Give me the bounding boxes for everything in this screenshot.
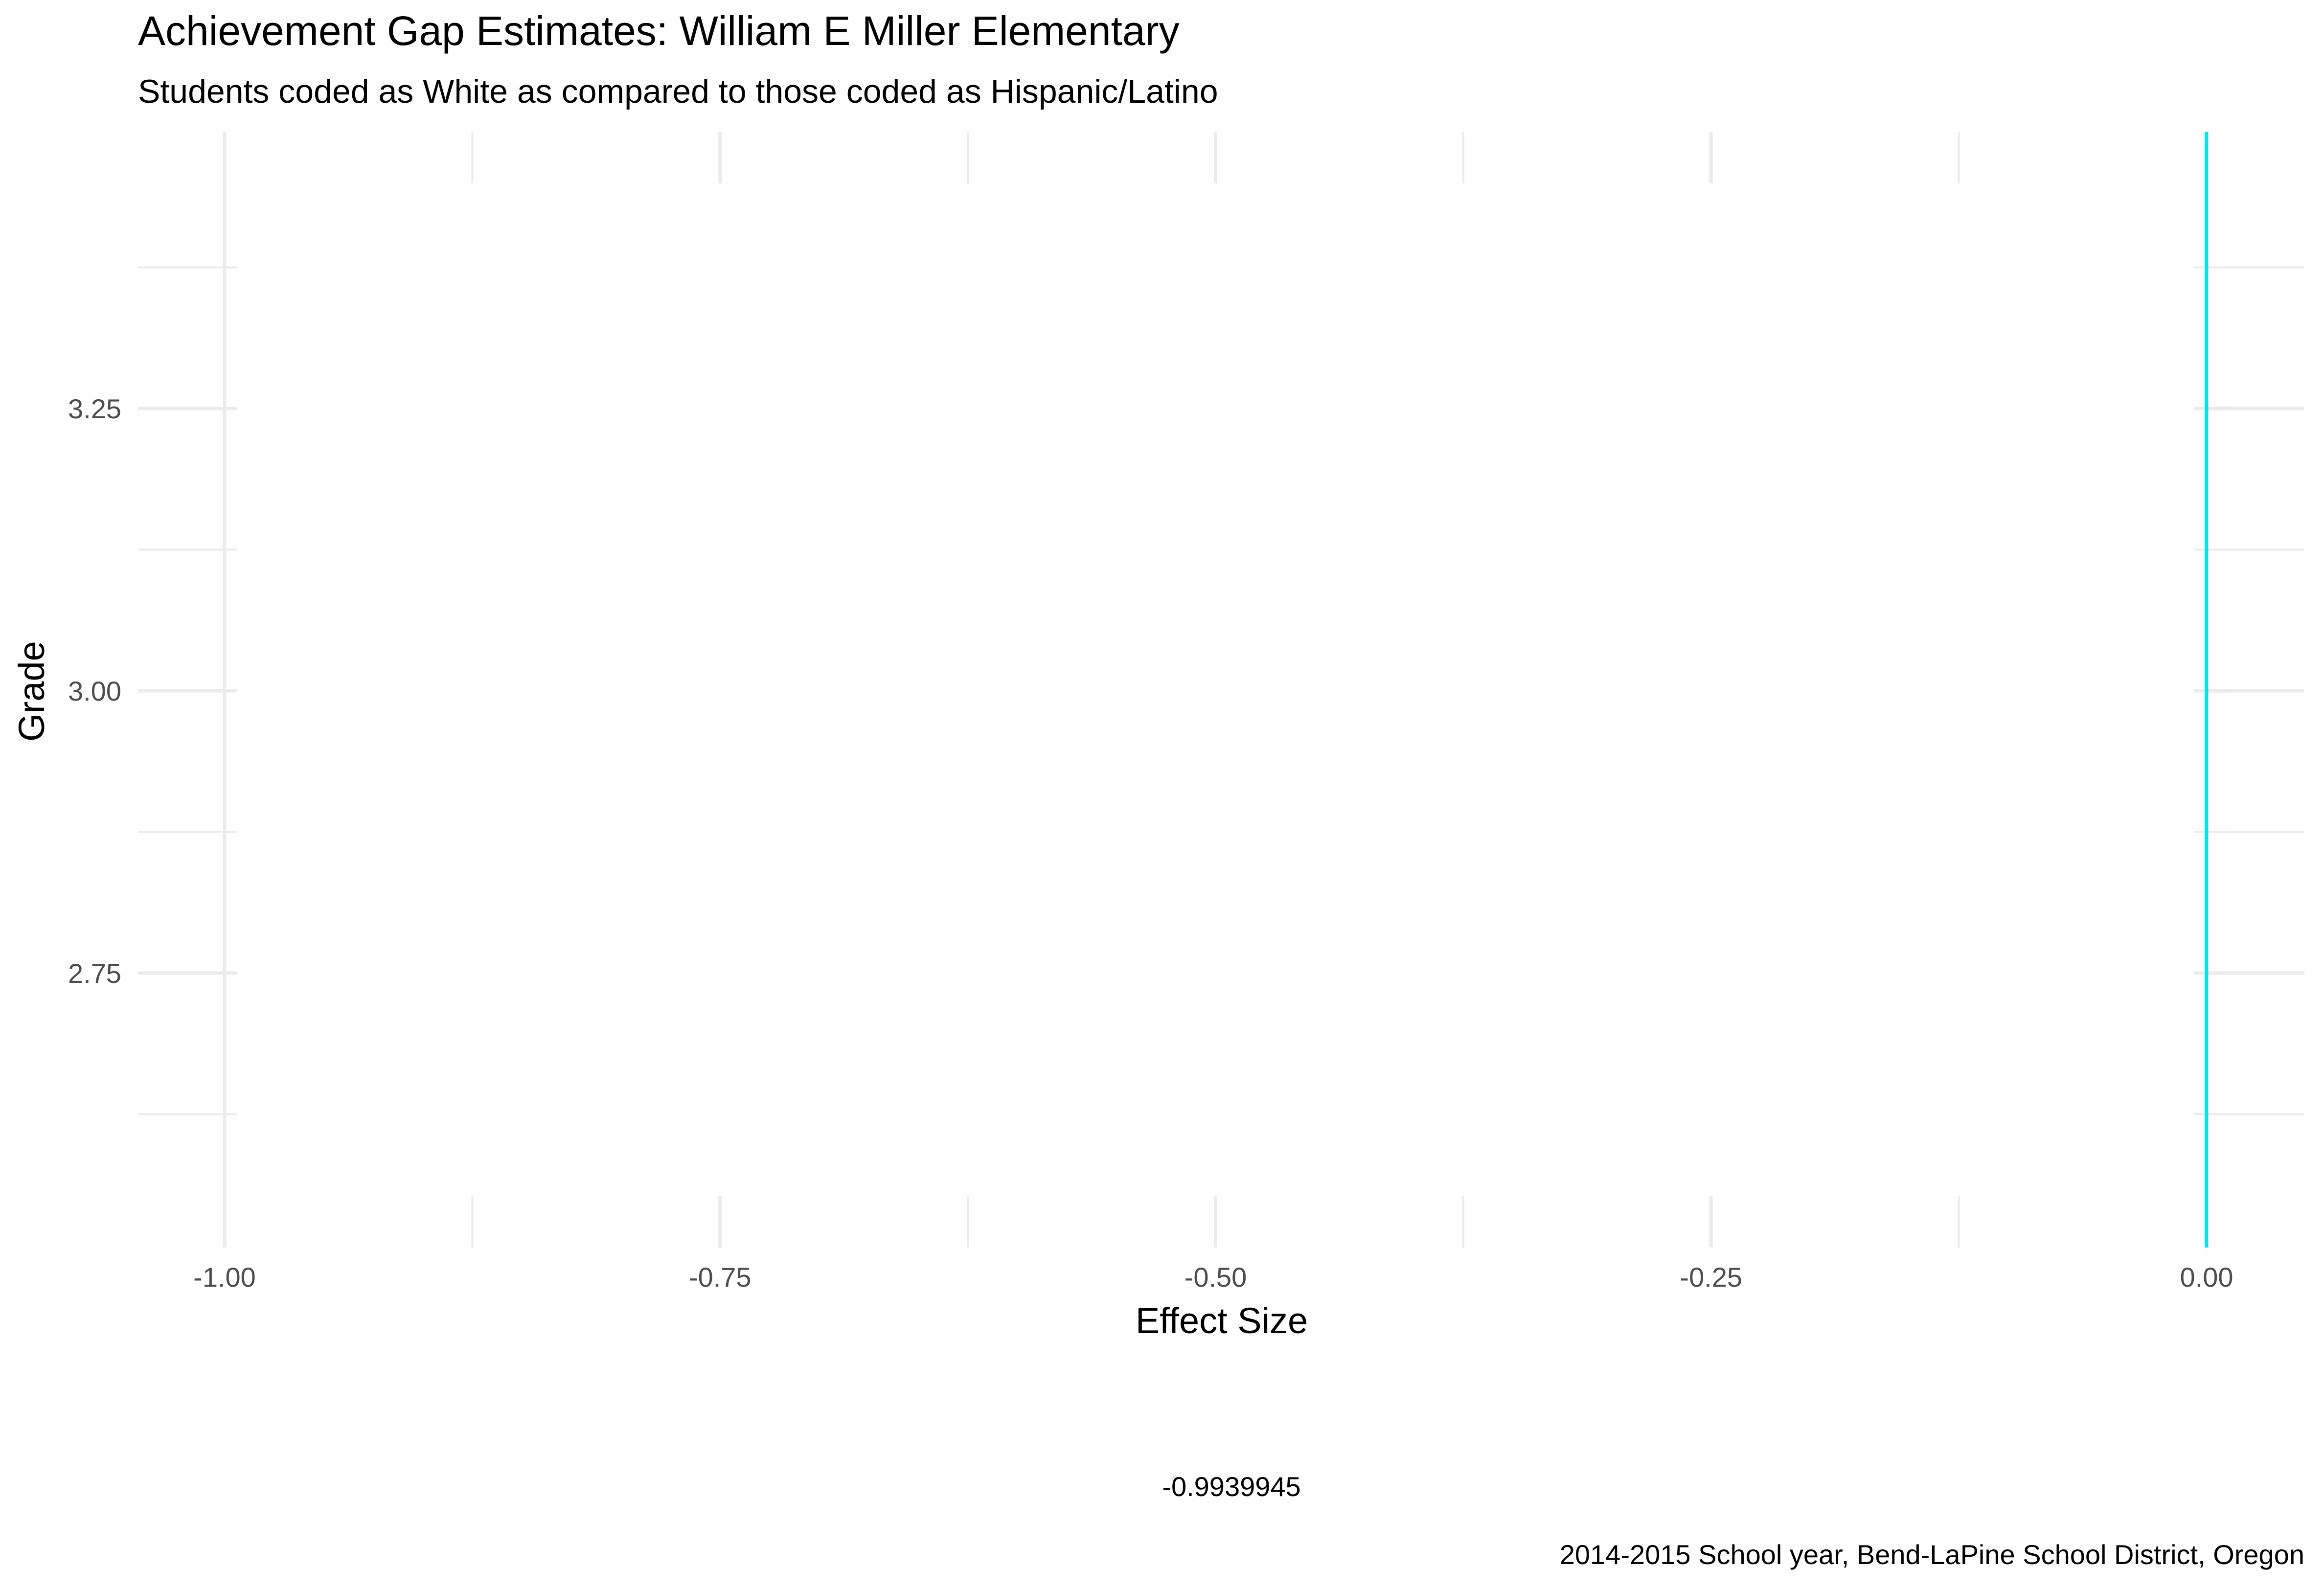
y-axis-ticks: 3.25 3.00 2.75 (68, 393, 121, 989)
x-tick-label: -0.75 (689, 1262, 752, 1293)
chart-title: Achievement Gap Estimates: William E Mil… (138, 8, 1180, 54)
plot-panel-mask (237, 183, 2194, 1196)
x-tick-label: -0.50 (1185, 1262, 1247, 1293)
chart-caption: 2014-2015 School year, Bend-LaPine Schoo… (1560, 1539, 2304, 1570)
x-axis-title: Effect Size (1136, 1300, 1308, 1341)
plot-grid (138, 132, 2304, 1248)
y-tick-label: 3.25 (68, 393, 121, 424)
x-axis-ticks: -1.00 -0.75 -0.50 -0.25 0.00 (193, 1262, 2233, 1293)
x-tick-label: 0.00 (2180, 1262, 2233, 1293)
x-tick-label: -1.00 (193, 1262, 256, 1293)
x-tick-label: -0.25 (1680, 1262, 1742, 1293)
y-tick-label: 3.00 (68, 676, 121, 706)
y-axis-title: Grade (11, 641, 52, 742)
chart-subtitle: Students coded as White as compared to t… (138, 73, 1218, 110)
y-tick-label: 2.75 (68, 958, 121, 989)
legend-value-label: -0.9939945 (1162, 1471, 1300, 1502)
